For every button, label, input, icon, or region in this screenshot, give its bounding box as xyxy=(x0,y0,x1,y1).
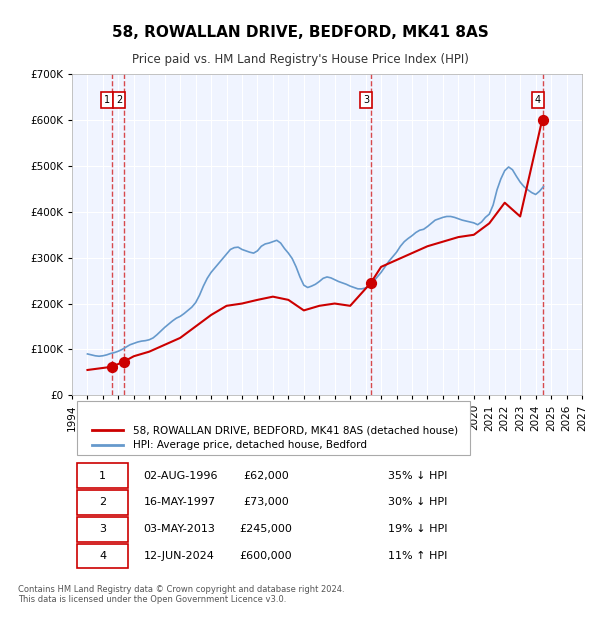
Text: 30% ↓ HPI: 30% ↓ HPI xyxy=(388,497,448,507)
Text: 58, ROWALLAN DRIVE, BEDFORD, MK41 8AS: 58, ROWALLAN DRIVE, BEDFORD, MK41 8AS xyxy=(112,25,488,40)
Text: Price paid vs. HM Land Registry's House Price Index (HPI): Price paid vs. HM Land Registry's House … xyxy=(131,53,469,66)
Text: £62,000: £62,000 xyxy=(243,471,289,480)
Text: Contains HM Land Registry data © Crown copyright and database right 2024.
This d: Contains HM Land Registry data © Crown c… xyxy=(18,585,344,604)
Text: 35% ↓ HPI: 35% ↓ HPI xyxy=(388,471,448,480)
Text: 1: 1 xyxy=(104,95,110,105)
Text: £245,000: £245,000 xyxy=(239,525,292,534)
Text: 1: 1 xyxy=(99,471,106,480)
Text: 4: 4 xyxy=(535,95,541,105)
Point xyxy=(107,362,116,372)
Text: 3: 3 xyxy=(99,525,106,534)
Text: 11% ↑ HPI: 11% ↑ HPI xyxy=(388,551,448,561)
Text: 12-JUN-2024: 12-JUN-2024 xyxy=(143,551,214,561)
FancyBboxPatch shape xyxy=(77,463,128,488)
Text: 02-AUG-1996: 02-AUG-1996 xyxy=(143,471,218,480)
Text: 4: 4 xyxy=(99,551,106,561)
Text: £600,000: £600,000 xyxy=(239,551,292,561)
Text: 3: 3 xyxy=(363,95,369,105)
Text: HPI: Average price, detached house, Bedford: HPI: Average price, detached house, Bedf… xyxy=(133,440,367,450)
Text: 03-MAY-2013: 03-MAY-2013 xyxy=(143,525,215,534)
FancyBboxPatch shape xyxy=(77,490,128,515)
Text: 19% ↓ HPI: 19% ↓ HPI xyxy=(388,525,448,534)
FancyBboxPatch shape xyxy=(77,401,470,455)
FancyBboxPatch shape xyxy=(77,544,128,569)
Text: 2: 2 xyxy=(99,497,106,507)
Point xyxy=(119,356,129,366)
Point xyxy=(538,115,547,125)
Text: 58, ROWALLAN DRIVE, BEDFORD, MK41 8AS (detached house): 58, ROWALLAN DRIVE, BEDFORD, MK41 8AS (d… xyxy=(133,425,458,435)
Text: £73,000: £73,000 xyxy=(243,497,289,507)
Text: 16-MAY-1997: 16-MAY-1997 xyxy=(143,497,215,507)
FancyBboxPatch shape xyxy=(77,517,128,542)
Point xyxy=(366,278,376,288)
Text: 2: 2 xyxy=(116,95,122,105)
